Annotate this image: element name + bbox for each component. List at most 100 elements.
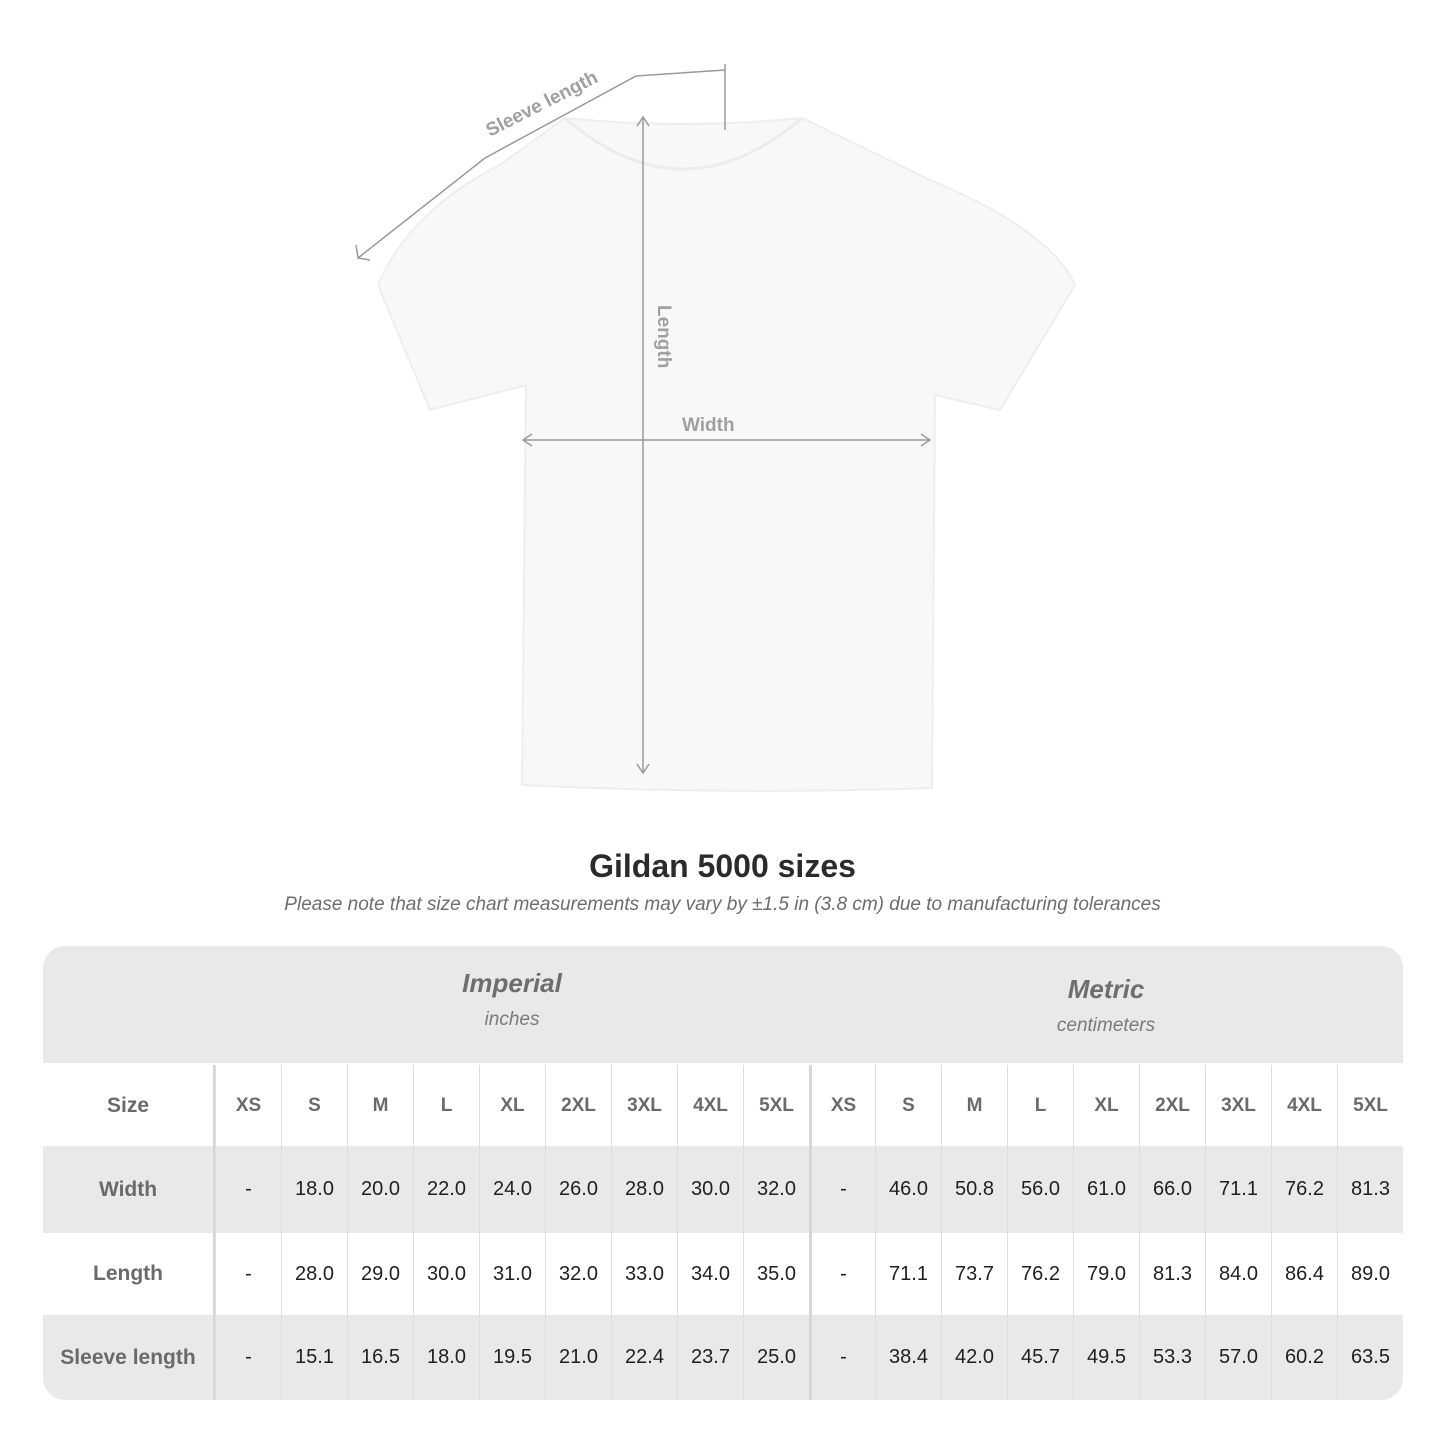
length-arrowhead-bottom (636, 763, 650, 775)
metric-value: 86.4 (1271, 1233, 1337, 1315)
metric-value: 76.2 (1271, 1146, 1337, 1233)
sleeve-length-arrow (357, 69, 726, 259)
imperial-value: 22.4 (611, 1315, 677, 1400)
imperial-size-L: L (413, 1065, 479, 1146)
imperial-value: 30.0 (677, 1146, 743, 1233)
imperial-value: 19.5 (479, 1315, 545, 1400)
metric-size-4XL: 4XL (1271, 1065, 1337, 1146)
metric-value: 81.3 (1337, 1146, 1403, 1233)
metric-value: 57.0 (1205, 1315, 1271, 1400)
imperial-value: 31.0 (479, 1233, 545, 1315)
metric-value: 49.5 (1073, 1315, 1139, 1400)
length-label: Length (653, 305, 674, 368)
metric-value: 71.1 (1205, 1146, 1271, 1233)
imperial-size-XS: XS (215, 1065, 281, 1146)
row-label: Width (43, 1146, 215, 1233)
metric-size-XL: XL (1073, 1065, 1139, 1146)
metric-value: 45.7 (1007, 1315, 1073, 1400)
imperial-value: 21.0 (545, 1315, 611, 1400)
imperial-value: - (215, 1146, 281, 1233)
metric-size-L: L (1007, 1065, 1073, 1146)
imperial-unit: inches (484, 1009, 540, 1030)
metric-value: 81.3 (1139, 1233, 1205, 1315)
metric-title: Metric (1067, 974, 1145, 1004)
imperial-value: 16.5 (347, 1315, 413, 1400)
metric-size-2XL: 2XL (1139, 1065, 1205, 1146)
row-label: Length (43, 1233, 215, 1315)
imperial-size-XL: XL (479, 1065, 545, 1146)
imperial-value: 26.0 (545, 1146, 611, 1233)
metric-value: 60.2 (1271, 1315, 1337, 1400)
imperial-value: 30.0 (413, 1233, 479, 1315)
metric-value: 38.4 (875, 1315, 941, 1400)
imperial-size-2XL: 2XL (545, 1065, 611, 1146)
imperial-value: 33.0 (611, 1233, 677, 1315)
imperial-value: 25.0 (743, 1315, 809, 1400)
imperial-value: - (215, 1233, 281, 1315)
metric-value: 50.8 (941, 1146, 1007, 1233)
page-title: Gildan 5000 sizes (589, 848, 856, 884)
metric-value: 73.7 (941, 1233, 1007, 1315)
imperial-value: 23.7 (677, 1315, 743, 1400)
metric-value: 46.0 (875, 1146, 941, 1233)
metric-value: 71.1 (875, 1233, 941, 1315)
metric-value: 61.0 (1073, 1146, 1139, 1233)
metric-value: 66.0 (1139, 1146, 1205, 1233)
sleeve-arrowhead (355, 244, 371, 261)
metric-value: 76.2 (1007, 1233, 1073, 1315)
table-row: Width -18.0 20.0 22.0 24.0 26.0 28.0 30.0 32.0-4… (43, 1146, 1403, 1233)
imperial-size-4XL: 4XL (677, 1065, 743, 1146)
imperial-value: 34.0 (677, 1233, 743, 1315)
imperial-value: 22.0 (413, 1146, 479, 1233)
metric-size-M: M (941, 1065, 1007, 1146)
row-label: Sleeve length (43, 1315, 215, 1400)
metric-value: - (809, 1233, 875, 1315)
tshirt-image (376, 116, 1077, 792)
collar (564, 116, 803, 171)
imperial-value: 29.0 (347, 1233, 413, 1315)
size-label: Size (43, 1065, 215, 1146)
size-table: Imperial inches Metric centimeters Size X… (43, 946, 1403, 1400)
metric-value: 89.0 (1337, 1233, 1403, 1315)
metric-value: - (809, 1146, 875, 1233)
metric-value: 63.5 (1337, 1315, 1403, 1400)
imperial-title: Imperial (462, 968, 562, 998)
imperial-size-3XL: 3XL (611, 1065, 677, 1146)
metric-value: 79.0 (1073, 1233, 1139, 1315)
metric-size-3XL: 3XL (1205, 1065, 1271, 1146)
imperial-value: 18.0 (413, 1315, 479, 1400)
metric-value: 53.3 (1139, 1315, 1205, 1400)
imperial-value: 15.1 (281, 1315, 347, 1400)
imperial-value: 18.0 (281, 1146, 347, 1233)
metric-value: 56.0 (1007, 1146, 1073, 1233)
tshirt-diagram: Sleeve length Length Width (355, 64, 1077, 792)
size-header-row: Size XS S M L XL 2XL 3XL 4XL 5XL XS S M L XL 2XL 3XL 4XL 5… (43, 1065, 1403, 1146)
table-row: Sleeve length -15.1 16.5 18.0 19.5 21.0 22.4 23… (43, 1315, 1403, 1400)
width-arrowhead-left (521, 433, 533, 447)
metric-header: Metric centimeters (809, 974, 1403, 1037)
metric-value: 84.0 (1205, 1233, 1271, 1315)
metric-size-XS: XS (809, 1065, 875, 1146)
imperial-value: 32.0 (545, 1233, 611, 1315)
imperial-value: 28.0 (611, 1146, 677, 1233)
imperial-value: 24.0 (479, 1146, 545, 1233)
imperial-size-M: M (347, 1065, 413, 1146)
imperial-value: 20.0 (347, 1146, 413, 1233)
table-row: Length -28.0 29.0 30.0 31.0 32.0 33.0 34.0 35.0-… (43, 1233, 1403, 1315)
imperial-size-5XL: 5XL (743, 1065, 809, 1146)
metric-value: - (809, 1315, 875, 1400)
metric-value: 42.0 (941, 1315, 1007, 1400)
table-header-band: Imperial inches Metric centimeters (43, 946, 1403, 1063)
imperial-value: 35.0 (743, 1233, 809, 1315)
width-arrowhead-right (920, 433, 932, 447)
imperial-value: - (215, 1315, 281, 1400)
imperial-size-S: S (281, 1065, 347, 1146)
length-arrowhead-top (636, 115, 650, 127)
metric-size-S: S (875, 1065, 941, 1146)
tolerance-note: Please note that size chart measurements… (284, 894, 1161, 915)
imperial-header: Imperial inches (215, 968, 809, 1031)
metric-size-5XL: 5XL (1337, 1065, 1403, 1146)
imperial-value: 28.0 (281, 1233, 347, 1315)
metric-unit: centimeters (1056, 1015, 1156, 1036)
width-label: Width (682, 415, 735, 436)
